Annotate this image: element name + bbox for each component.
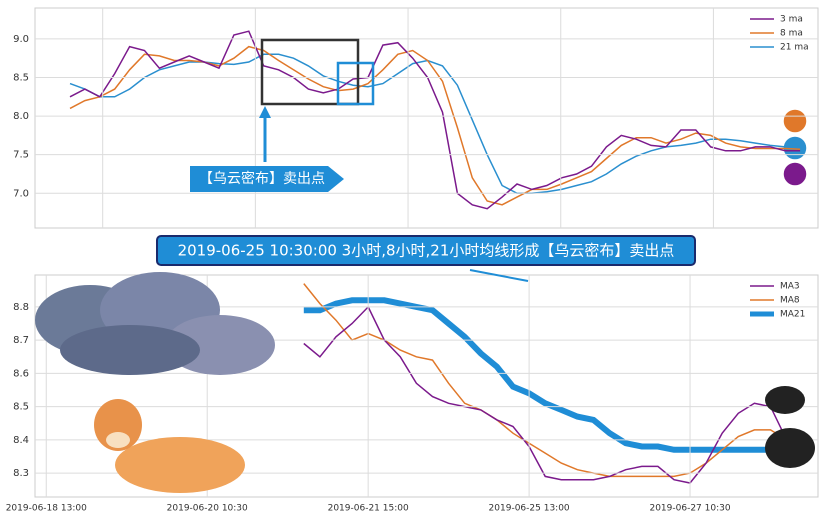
top-plot-frame <box>34 7 819 229</box>
y-tick-label: 8.0 <box>13 111 29 122</box>
y-tick-label: 8.5 <box>13 402 29 413</box>
line <box>69 30 801 210</box>
x-tick-label: 2019-06-20 10:30 <box>167 504 248 514</box>
legend-label: MA3 <box>780 282 800 292</box>
x-tick-label: 2019-06-25 13:00 <box>489 504 570 514</box>
arrow-head <box>259 106 271 118</box>
badge <box>782 161 808 187</box>
pointer <box>469 269 529 282</box>
x-tick-label: 2019-06-27 10:30 <box>649 504 730 514</box>
x-tick-label: 2019-06-21 15:00 <box>328 504 409 514</box>
y-tick-label: 7.5 <box>13 150 29 161</box>
highlight-box <box>260 38 360 106</box>
bottom-plot-frame <box>34 274 819 498</box>
y-tick-label: 8.3 <box>13 468 29 479</box>
y-tick-label: 9.0 <box>13 34 29 45</box>
line <box>69 53 801 195</box>
y-tick-label: 7.0 <box>13 188 29 199</box>
line <box>303 283 803 478</box>
badge <box>782 108 808 134</box>
y-tick-label: 8.4 <box>13 435 29 446</box>
label-arrow <box>190 166 344 192</box>
highlight-box <box>336 61 375 106</box>
legend-label: MA21 <box>780 310 805 320</box>
y-tick-label: 8.5 <box>13 72 29 83</box>
y-tick-label: 8.7 <box>13 335 29 346</box>
legend-label: 3 ma <box>780 15 803 25</box>
annotation: 【乌云密布】卖出点 <box>199 170 325 187</box>
y-tick-label: 8.8 <box>13 302 29 313</box>
x-tick-label: 2019-06-18 13:00 <box>6 504 87 514</box>
y-tick-label: 8.6 <box>13 368 29 379</box>
legend-label: 21 ma <box>780 43 809 53</box>
line <box>69 45 801 206</box>
clouds <box>35 272 815 468</box>
banner <box>156 235 696 266</box>
legend-label: MA8 <box>780 296 800 306</box>
annotation: 2019-06-25 10:30:00 3小时,8小时,21小时均线形成【乌云密… <box>178 242 675 260</box>
line <box>303 305 803 484</box>
legend-label: 8 ma <box>780 29 803 39</box>
dog <box>94 399 245 493</box>
